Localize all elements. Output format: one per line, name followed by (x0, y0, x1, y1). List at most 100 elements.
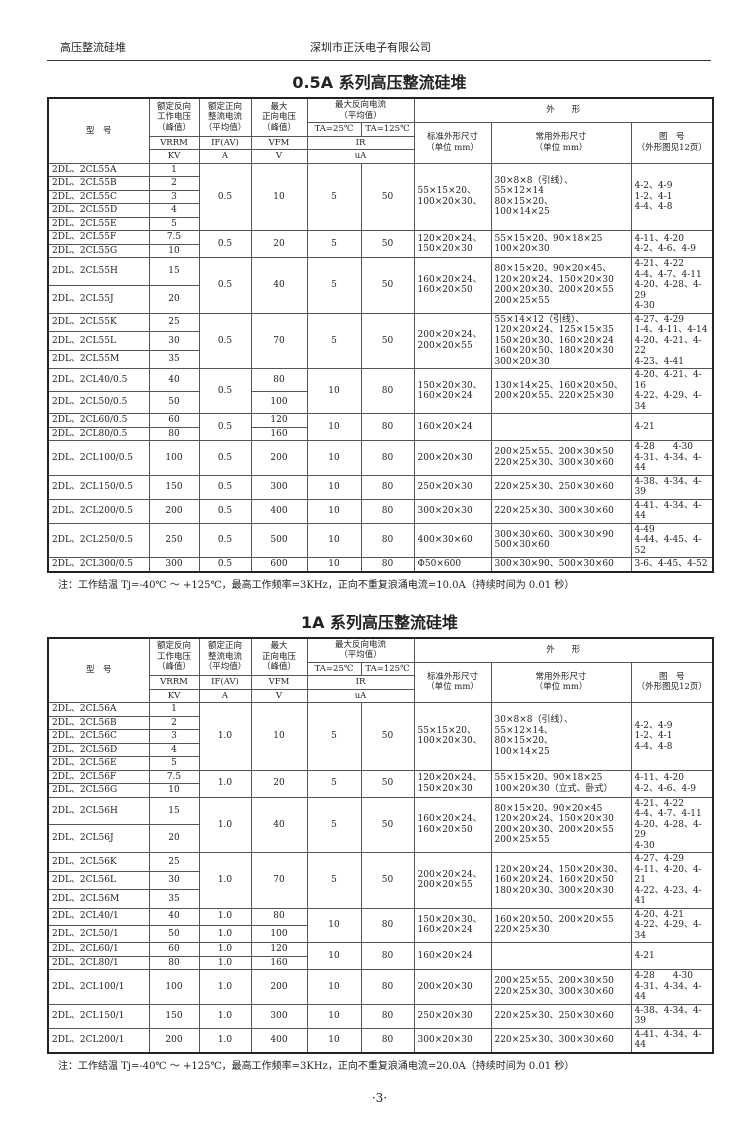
vfm-cell: 100 (250, 390, 308, 414)
model-cell: 2DL、2CL55H (47, 257, 150, 286)
vrrm-cell: 20 (148, 284, 200, 314)
ir125-cell: 80 (360, 1027, 415, 1053)
ir25-cell: 5 (306, 230, 362, 258)
std-size-cell: 150×20×30、 160×20×24 (413, 907, 492, 943)
figure-no-cell: 4-21、4-22 4-4、4-7、4-11 4-20、4-28、4-29 4-… (630, 796, 714, 853)
vfm-cell: 300 (250, 474, 308, 500)
vrrm-cell: 15 (148, 796, 200, 826)
header-vrrm_sym: VRRM (148, 675, 200, 690)
std-size-cell: 120×20×24、 150×20×30 (413, 230, 492, 258)
table-row: 2DL、2CL55M 35 (47, 349, 713, 369)
table-row: 2DL、2CL56M 35 (47, 889, 713, 909)
std-size-cell: 300×20×30 (413, 498, 492, 524)
ir25-cell: 10 (306, 942, 362, 970)
if-cell: 0.5 (198, 312, 252, 369)
header-if: 额定正向 整流电流 （平均值） (198, 637, 252, 676)
header-vfm_unit: V (250, 688, 308, 703)
vrrm-cell: 100 (148, 440, 200, 476)
table-row: 2DL、2CL55F 7.5 0.5 20 5 50 120×20×24、 150×20×3… (47, 230, 714, 258)
vfm-cell: 80 (250, 907, 308, 926)
header-if_sym: IF(AV) (198, 675, 252, 690)
vrrm-cell: 20 (148, 824, 200, 853)
table-row: 2DL、2CL100/1 100 1.0 200 10 80 200×20×30 200×25… (47, 969, 714, 1005)
model-cell: 2DL、2CL80/1 (47, 955, 150, 970)
table-title-1a: 1A 系列高压整流硅堆 (300, 612, 459, 632)
vfm-cell: 500 (250, 522, 308, 558)
table-title-05a: 0.5A 系列高压整流硅堆 (292, 73, 467, 92)
if-cell: 1.0 (198, 769, 252, 798)
header-figure-no: 图 号 （外形图见12页） (630, 122, 714, 164)
header-figure-no: 图 号 （外形图见12页） (630, 661, 714, 703)
if-cell: 1.0 (198, 1027, 252, 1053)
if-cell: 0.5 (198, 162, 252, 231)
model-cell: 2DL、2CL56D (47, 742, 150, 757)
table-row: 2DL、2CL56K 25 1.0 70 5 50 200×20×24、 200×20×55… (47, 852, 714, 909)
if-cell: 0.5 (198, 413, 252, 441)
common-size-cell: 120×20×24、150×20×30、 160×20×24、160×20×50… (490, 852, 632, 909)
header-ta25: TA=25℃ (306, 661, 362, 676)
header-std-size: 标准外形尺寸 （单位 mm） (413, 122, 492, 164)
figure-no-cell: 4-27、4-29 4-11、4-20、4-21 4-22、4-23、4-41 (630, 852, 714, 909)
vfm-cell: 400 (250, 1027, 308, 1053)
model-cell: 2DL、2CL55M (47, 349, 150, 369)
model-cell: 2DL、2CL300/0.5 (47, 557, 150, 572)
header-ir_sym: IR (306, 675, 415, 690)
vfm-cell: 400 (250, 498, 308, 524)
ir125-cell: 80 (360, 1003, 415, 1029)
common-size-cell: 220×25×30、250×30×60 (490, 1003, 632, 1029)
figure-no-cell: 4-49 4-44、4-45、4-52 (630, 522, 714, 558)
common-size-cell: 220×25×30、250×30×60 (490, 474, 632, 500)
header-if_unit: A (198, 688, 252, 703)
vfm-cell: 600 (250, 557, 308, 572)
running-header-title: 高压整流硅堆 (60, 41, 126, 54)
header-common-size: 常用外形尺寸 （单位 mm） (490, 661, 632, 703)
ir25-cell: 10 (306, 1027, 362, 1053)
ir25-cell: 5 (306, 257, 362, 314)
common-size-cell: 30×8×8（引线）、 55×12×14 80×15×20、 100×14×25 (490, 162, 632, 231)
std-size-cell: 160×20×24 (413, 413, 492, 441)
if-cell: 0.5 (198, 474, 252, 500)
table-row: 2DL、2CL250/0.5 250 0.5 500 10 80 400×30×60 300×… (47, 522, 714, 558)
vfm-cell: 20 (250, 230, 308, 258)
figure-no-cell: 4-2、4-9 1-2、4-1 4-4、4-8 (630, 162, 714, 231)
std-size-cell: 200×20×30 (413, 440, 492, 476)
if-cell: 1.0 (198, 796, 252, 853)
header-model: 型 号 (47, 97, 150, 164)
vfm-cell: 300 (250, 1003, 308, 1029)
ir25-cell: 5 (306, 769, 362, 798)
std-size-cell: 160×20×24、 160×20×50 (413, 796, 492, 853)
vfm-cell: 20 (250, 769, 308, 798)
header-vrrm: 额定反向 工作电压 （峰值） (148, 637, 200, 676)
common-size-cell: 220×25×30、300×30×60 (490, 498, 632, 524)
header-vrrm_unit: KV (148, 688, 200, 703)
model-cell: 2DL、2CL55F (47, 230, 150, 245)
header-std-size: 标准外形尺寸 （单位 mm） (413, 661, 492, 703)
ir125-cell: 80 (360, 474, 415, 500)
model-cell: 2DL、2CL80/0.5 (47, 426, 150, 441)
figure-no-cell: 4-27、4-29 1-4、4-11、4-14 4-20、4-21、4-22 4… (630, 312, 714, 369)
if-cell: 0.5 (198, 498, 252, 524)
if-cell: 1.0 (198, 852, 252, 909)
ir125-cell: 80 (360, 368, 415, 414)
table-row: 2DL、2CL55E 5 (47, 216, 713, 231)
ir25-cell: 10 (306, 440, 362, 476)
table-row: 2DL、2CL55H 15 0.5 40 5 50 160×20×24、 160×20×50… (47, 257, 714, 314)
vrrm-cell: 5 (148, 756, 200, 771)
if-cell: 0.5 (198, 557, 252, 572)
common-size-cell (490, 942, 632, 970)
model-cell: 2DL、2CL60/0.5 (47, 413, 150, 428)
ir125-cell: 50 (360, 796, 415, 853)
model-cell: 2DL、2CL60/1 (47, 942, 150, 957)
ir125-cell: 80 (360, 522, 415, 558)
ir125-cell: 50 (360, 852, 415, 909)
common-size-cell (490, 413, 632, 441)
vrrm-cell: 3 (148, 729, 200, 744)
vrrm-cell: 200 (148, 498, 200, 524)
header-vfm_sym: VFM (250, 135, 308, 150)
model-cell: 2DL、2CL56J (47, 824, 150, 853)
ir125-cell: 50 (360, 257, 415, 314)
vfm-cell: 10 (250, 702, 308, 771)
vfm-cell: 80 (250, 368, 308, 392)
vrrm-cell: 150 (148, 474, 200, 500)
